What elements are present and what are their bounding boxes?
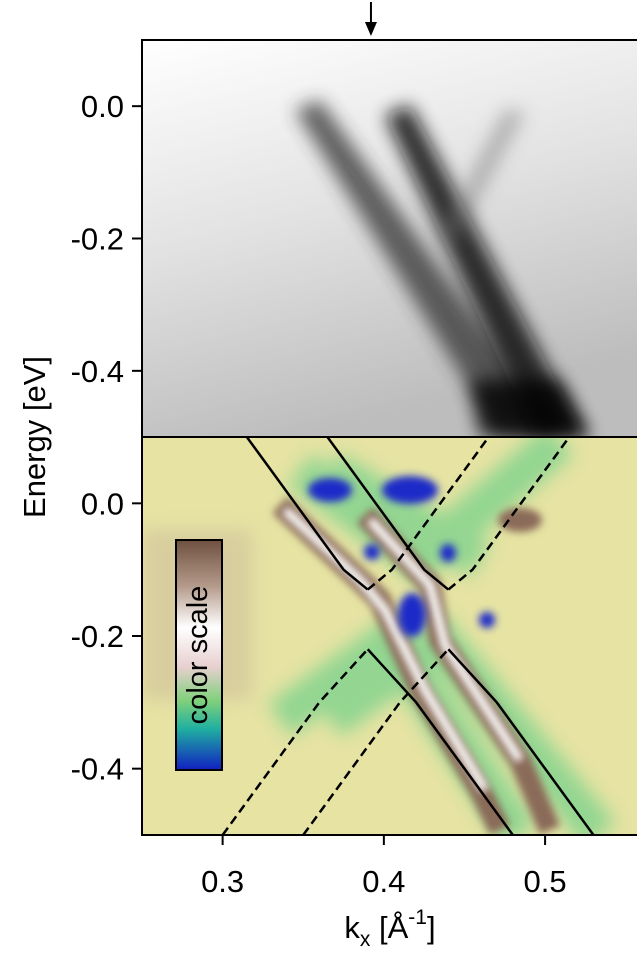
x-label-part: k (344, 910, 360, 945)
blob (308, 478, 352, 502)
arrow-head (365, 22, 377, 36)
band (498, 508, 542, 532)
blob (382, 476, 438, 504)
x-axis-label: kx [Å-1] (344, 906, 435, 951)
x-label-part: ] (427, 910, 436, 945)
x-label-part: [Å (370, 910, 408, 945)
blob (398, 593, 426, 637)
y-tick-label: -0.2 (71, 619, 124, 654)
arrow-marker (365, 2, 377, 36)
blob (364, 544, 380, 560)
blob (440, 544, 456, 562)
y-tick-label: 0.0 (81, 89, 124, 124)
x-tick-label: 0.4 (362, 864, 405, 899)
x-label-subscript: x (360, 928, 371, 951)
figure: color scale Energy [eV] kx [Å-1] 0.0 -0.2… (0, 0, 637, 956)
y-tick-label: -0.4 (71, 354, 124, 389)
y-axis-label: Energy [eV] (17, 356, 52, 518)
intensity-image (142, 40, 637, 437)
x-tick-label: 0.5 (524, 864, 567, 899)
colorbar-label: color scale (182, 586, 214, 725)
x-tick-label: 0.3 (201, 864, 244, 899)
y-tick-label: -0.2 (71, 222, 124, 257)
blob (479, 612, 495, 628)
y-tick-label: 0.0 (81, 486, 124, 521)
x-label-superscript: -1 (408, 906, 427, 929)
y-tick-label: -0.4 (71, 752, 124, 787)
